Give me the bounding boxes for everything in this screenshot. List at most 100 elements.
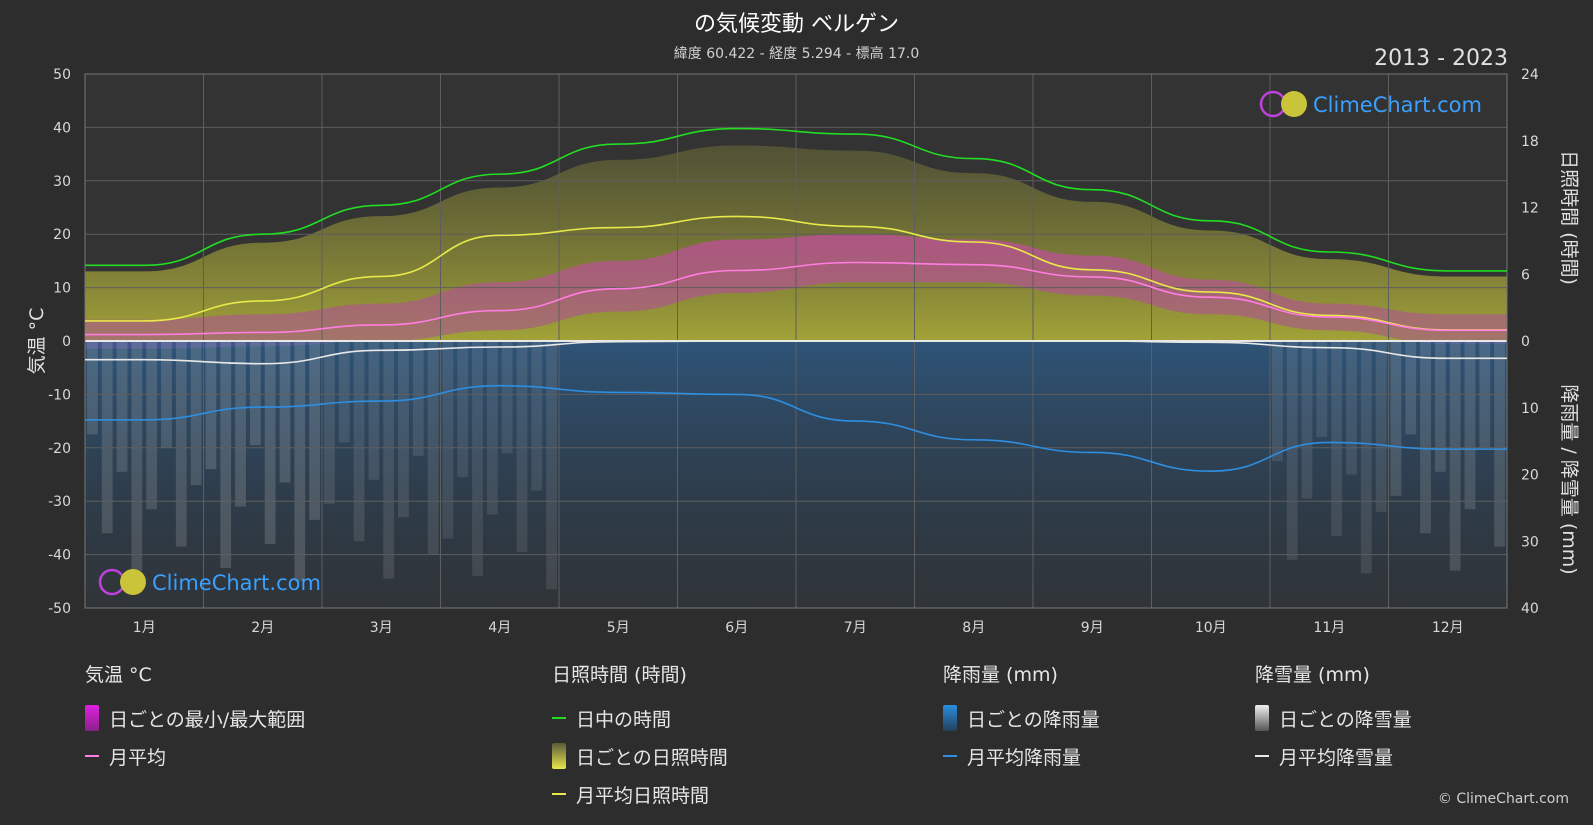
legend-label: 日中の時間: [576, 708, 672, 731]
rain-mean-swatch: [943, 755, 957, 757]
chart-title: の気候変動 ベルゲン: [694, 12, 899, 37]
legend-group-temperature: 気温 °C 日ごとの最小/最大範囲 月平均: [85, 660, 305, 775]
snow-mean-line: [85, 340, 1507, 365]
y-axis-title-sunshine: 日照時間 (時間): [1558, 150, 1580, 285]
y-tick-label-temperature: -20: [48, 441, 71, 457]
x-tick-label: 5月: [607, 620, 630, 636]
y-tick-label-sunshine: 24: [1521, 67, 1539, 83]
daily-snow-bar: [235, 341, 246, 507]
daily-snow-bar: [1346, 341, 1357, 475]
daily-snow-bar: [1286, 341, 1298, 560]
legend-label: 日ごとの降雪量: [1279, 708, 1412, 731]
legend-heading: 降雨量 (mm): [943, 664, 1058, 686]
year-range: 2013 - 2023: [1374, 46, 1508, 71]
y-tick-label-sunshine: 6: [1521, 267, 1530, 283]
y-axis-title-temperature: 気温 °C: [26, 308, 48, 375]
y-tick-label-temperature: -40: [48, 548, 71, 564]
y-tick-label-precipitation: 30: [1521, 534, 1539, 550]
y-tick-label-temperature: 40: [53, 120, 71, 136]
daily-snow-bar: [1360, 341, 1372, 574]
legend-label: 月平均日照時間: [576, 784, 710, 807]
x-tick-label: 3月: [370, 620, 393, 636]
daily-snow-bar: [279, 341, 291, 483]
legend-heading: 降雪量 (mm): [1255, 664, 1370, 686]
legend-label: 月平均降雪量: [1279, 746, 1394, 769]
legend-heading: 日照時間 (時間): [552, 664, 687, 686]
daily-snow-bar: [131, 341, 143, 571]
daily-snow-bar: [324, 341, 335, 504]
legend-item: 日ごとの降雪量: [1255, 699, 1412, 737]
x-tick-label: 2月: [251, 620, 274, 636]
daily-snow-bar: [1331, 341, 1343, 536]
logo-top-sun-icon: [1281, 91, 1307, 117]
daily-snow-bar: [175, 341, 187, 547]
legend-group-snow: 降雪量 (mm) 日ごとの降雪量 月平均降雪量: [1255, 660, 1412, 775]
sunshine-mean-line: [85, 215, 1507, 331]
climate-chart: 50 40 30 20 10 0 -10 -20 -30 -40 -50 24 18 12 6 0 10 20 30…: [26, 67, 1580, 636]
daily-snow-bar: [116, 341, 128, 472]
x-tick-label: 4月: [488, 620, 511, 636]
x-tick-label: 1月: [133, 620, 156, 636]
legend-label: 月平均降雨量: [967, 746, 1082, 769]
daily-snow-bar: [205, 341, 217, 470]
daylight-swatch: [552, 717, 566, 719]
daily-snow-bar: [501, 341, 513, 454]
y-tick-label-temperature: -50: [48, 601, 71, 617]
daily-snow-bar: [457, 341, 469, 478]
y-axis-title-precipitation: 降雨量 / 降雪量 (mm): [1558, 384, 1580, 574]
logo-bottom-sun-icon: [120, 569, 146, 595]
x-tick-label: 11月: [1313, 620, 1345, 636]
logo-top-text: ClimeChart.com: [1313, 93, 1482, 117]
daily-snow-bar: [87, 341, 98, 435]
daily-snow-swatch: [1255, 705, 1269, 731]
legend-item: 月平均: [85, 737, 305, 775]
x-tick-label: 9月: [1081, 620, 1104, 636]
x-tick-label: 7月: [844, 620, 867, 636]
legend-item: 日ごとの降雨量: [943, 699, 1100, 737]
snow-mean-swatch: [1255, 755, 1269, 757]
daily-snow-bar: [1375, 341, 1387, 512]
daily-snow-bar: [338, 341, 350, 443]
daily-snow-bar: [1316, 341, 1328, 438]
daily-snow-bar: [516, 341, 528, 552]
legend-item: 日ごとの日照時間: [552, 737, 728, 775]
daily-snow-bar: [531, 341, 543, 491]
daily-snow-bar: [190, 341, 202, 486]
daily-snow-bar: [442, 341, 454, 539]
temperature-mean-swatch: [85, 755, 99, 757]
legend-heading: 気温 °C: [85, 664, 152, 686]
daily-snow-bar: [264, 341, 276, 544]
daily-snow-bar: [1494, 341, 1505, 547]
legend-item: 日中の時間: [552, 699, 728, 737]
daily-snow-bar: [353, 341, 365, 542]
daily-snow-bar: [1420, 341, 1431, 534]
y-tick-label-temperature: 0: [62, 334, 71, 350]
y-tick-label-precipitation: 40: [1521, 601, 1539, 617]
legend-label: 日ごとの最小/最大範囲: [109, 708, 306, 731]
plot-border: [84, 73, 1508, 609]
daily-snow-bar: [1390, 341, 1402, 496]
legend-item: 月平均降雪量: [1255, 737, 1412, 775]
daily-snow-bar: [294, 341, 306, 582]
daily-snow-bar: [1464, 341, 1476, 510]
temperature-mean-line: [85, 261, 1507, 336]
x-tick-label: 6月: [725, 620, 748, 636]
legend-item: 月平均日照時間: [552, 775, 728, 813]
daily-snow-bar: [101, 341, 113, 534]
daily-snow-bar: [146, 341, 158, 510]
y-tick-label-precipitation: 20: [1521, 468, 1539, 484]
y-tick-label-sunshine: 12: [1521, 201, 1539, 217]
daily-snow-bar: [398, 341, 409, 518]
temperature-range-swatch: [85, 705, 99, 731]
y-tick-label-sunshine: 18: [1521, 134, 1539, 150]
legend-item: 月平均降雨量: [943, 737, 1100, 775]
y-tick-label-temperature: 50: [53, 67, 71, 83]
y-tick-label-temperature: -10: [48, 387, 71, 403]
legend-group-sunshine: 日照時間 (時間) 日中の時間 日ごとの日照時間 月平均日照時間: [552, 660, 728, 813]
y-tick-label-temperature: 20: [53, 227, 71, 243]
daily-sunshine-swatch: [552, 743, 566, 769]
daily-rain-swatch: [943, 705, 957, 731]
copyright: © ClimeChart.com: [1437, 791, 1569, 807]
y-tick-label-sunshine: 0: [1521, 334, 1530, 350]
daily-snow-bar: [1272, 341, 1283, 462]
